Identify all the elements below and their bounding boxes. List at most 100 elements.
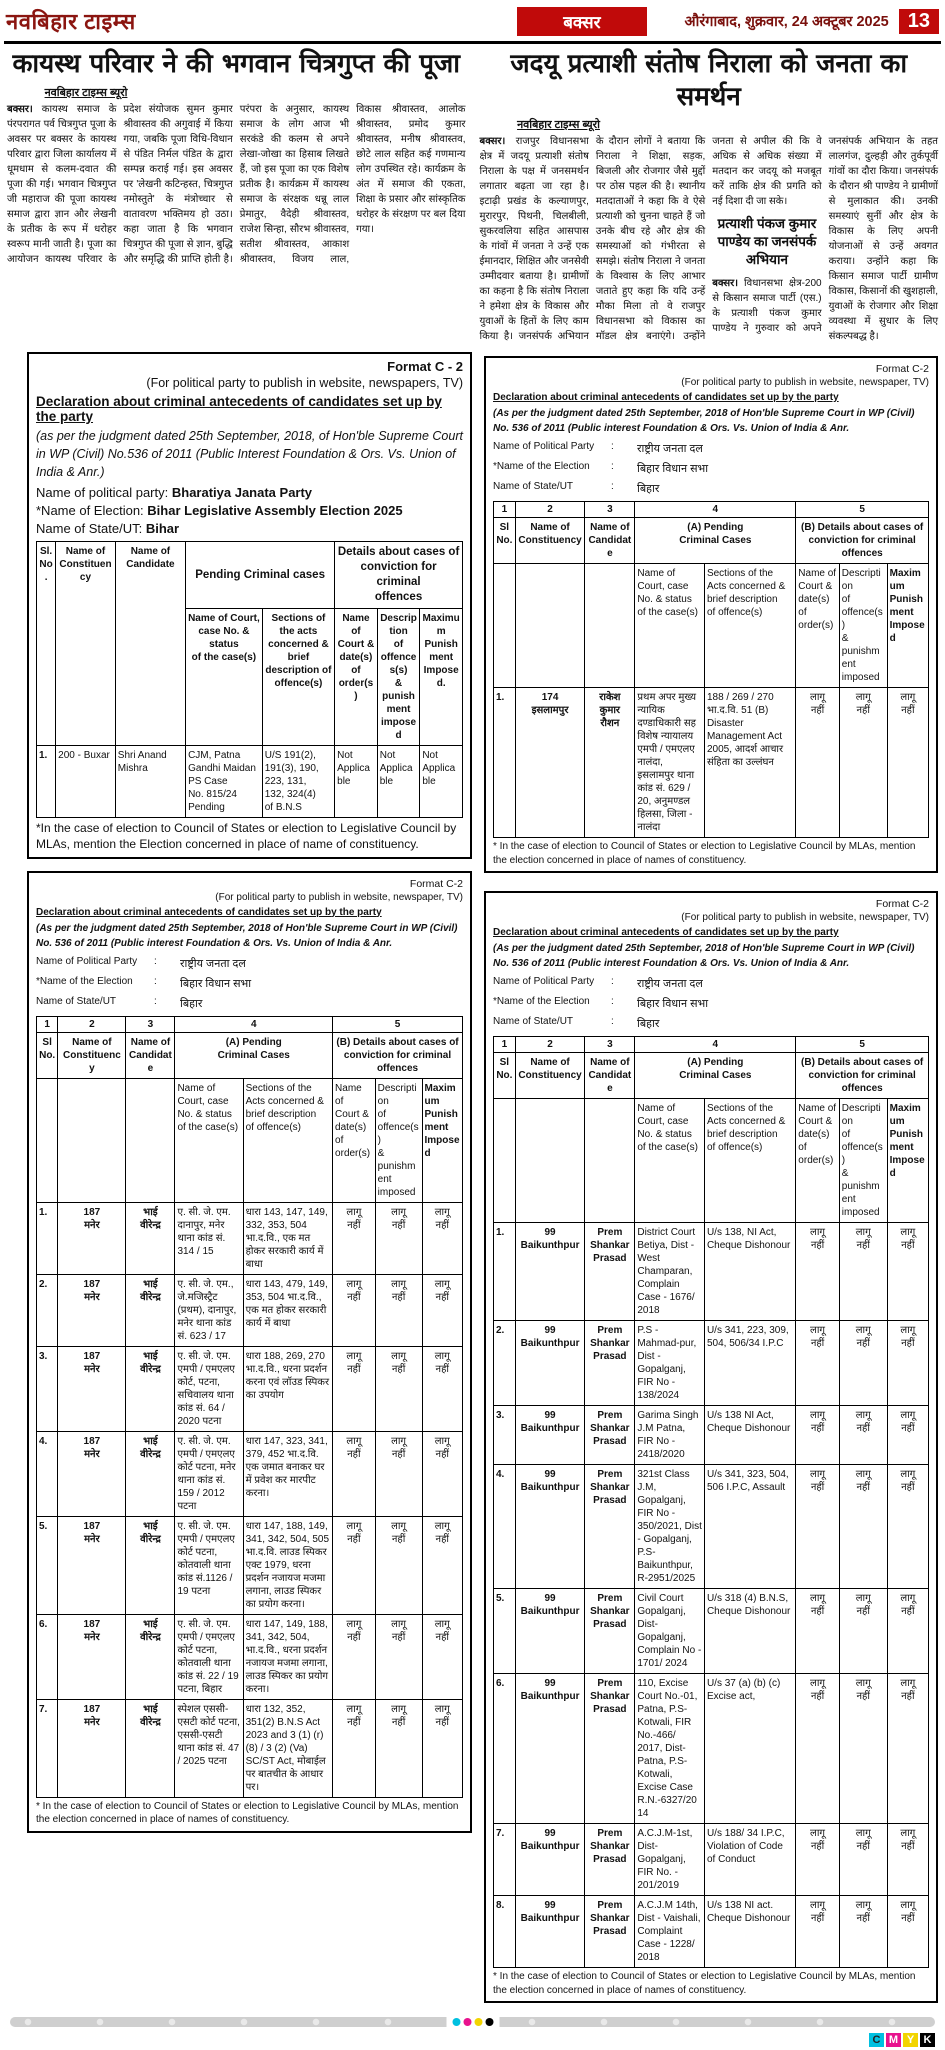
table-cell: लागू नहीं xyxy=(421,1613,463,1700)
table-row: 7. 99 Baikunthpur Prem Shankar Prasad A.C.J… xyxy=(493,1823,930,1896)
table-cell: U/S 191(2), 191(3), 190, 223, 131, 132, … xyxy=(261,745,336,819)
headline-right: जदयू प्रत्याशी संतोष निराला को जनता का स… xyxy=(510,49,908,112)
table-cell: District Court Betiya, Dist - West Champ… xyxy=(634,1222,705,1321)
table-row: 1. 187 मनेर भाई वीरेन्द्र ए. सी. जे. एम. दा… xyxy=(35,1201,463,1275)
table-cell: लागू नहीं xyxy=(838,1823,888,1896)
table-cell: लागू नहीं xyxy=(332,1613,376,1700)
table-cell: लागू नहीं xyxy=(795,1895,840,1968)
article-left-text: कायस्थ समाज के पंरपरागत पर्व चित्रगुप्त … xyxy=(7,103,466,265)
table-cell: 187 मनेर xyxy=(57,1201,127,1275)
table-cell: लागू नहीं xyxy=(886,1405,930,1465)
col-header-sections: Sections of the Acts concerned & brief d… xyxy=(703,563,797,688)
table-cell: 188 / 269 / 270 भा.द.वि. 51 (B) Disaster… xyxy=(703,687,797,838)
table-cell: लागू नहीं xyxy=(374,1201,423,1275)
table-cell: लागू नहीं xyxy=(795,687,840,838)
table-cell: लागू नहीं xyxy=(886,1464,930,1589)
meta-state: Name of State/UT: बिहार xyxy=(36,995,203,1010)
col-header-conviction: (B) Details about cases of conviction fo… xyxy=(795,1052,929,1099)
col-header-desc: Description of offence(s) & punishment i… xyxy=(374,1077,423,1203)
table-cell: 99 Baikunthpur xyxy=(514,1405,586,1465)
yellow-dot xyxy=(474,2018,482,2026)
publish-note: (For political party to publish in websi… xyxy=(146,376,463,390)
masthead: नवबिहार टाइम्स xyxy=(6,9,136,34)
table-cell: लागू नहीं xyxy=(838,1405,888,1465)
table-cell: Garima Singh J.M Patna, FIR No - 2418/20… xyxy=(634,1405,705,1465)
table-cell: Prem Shankar Prasad xyxy=(584,1320,636,1406)
table-cell: Prem Shankar Prasad xyxy=(584,1588,636,1674)
meta-party: Name of political party: Bharatiya Janat… xyxy=(36,485,313,501)
col-header-pending: (A) Pending Criminal Cases xyxy=(174,1031,334,1079)
col-header-order: Name of Court & date(s) of order(s) xyxy=(334,608,378,747)
magenta-dot xyxy=(463,2018,471,2026)
col-header-max: Maximum Punishment Imposed xyxy=(421,1077,463,1203)
table-cell: ए. सी. जे. एम. एमपी / एमएलए कोर्ट, पटना,… xyxy=(174,1345,244,1432)
forms-column-right: Format C-2 (For political party to publi… xyxy=(474,346,941,2003)
publish-note: (For political party to publish in websi… xyxy=(681,912,929,923)
table-cell: 110, Excise Court No.-01, Patna, P.S-Kot… xyxy=(634,1673,705,1824)
table-cell: Prem Shankar Prasad xyxy=(584,1823,636,1896)
declaration-form-bjp: Format C - 2 (For political party to pub… xyxy=(27,352,472,859)
table-cell: 99 Baikunthpur xyxy=(514,1823,586,1896)
table-cell: U/s 138 NI act. Cheque Dishonour xyxy=(703,1895,797,1968)
col-header-conviction: (B) Details about cases of conviction fo… xyxy=(332,1031,463,1079)
col-number: 3 xyxy=(584,501,636,518)
table-cell: भाई वीरेन्द्र xyxy=(125,1430,176,1517)
table-cell: ए. सी. जे. एम., जे.मजिस्ट्रैट (प्रथम), द… xyxy=(174,1273,244,1347)
meta-election: *Name of the Election: बिहार विधान सभा xyxy=(493,461,709,475)
col-header-sl: Sl No. xyxy=(493,517,516,564)
table-row: 3. 187 मनेर भाई वीरेन्द्र ए. सी. जे. एम. एम… xyxy=(35,1345,463,1432)
table-cell: लागू नहीं xyxy=(374,1515,423,1615)
table-cell: 1. xyxy=(493,687,516,838)
col-header-order: Name of Court & date(s) of order(s) xyxy=(795,563,840,688)
col-header-court: Name of Court, case No. & status of the … xyxy=(174,1077,244,1203)
table-cell: 187 मनेर xyxy=(57,1273,127,1347)
meta-party: Name of Political Party: राष्ट्रीय जनता द… xyxy=(36,955,246,970)
judgment-note: (As per the judgment dated 25th Septembe… xyxy=(493,408,915,434)
col-number: 5 xyxy=(795,501,929,518)
table-cell: लागू नहीं xyxy=(795,1588,840,1674)
article-right-text-2: विधानसभा क्षेत्र-200 से किसान समाज पार्ट… xyxy=(712,136,938,342)
table-cell: लागू नहीं xyxy=(332,1430,376,1517)
col-header-constituency: Name of Constituency xyxy=(55,541,116,747)
meta-election: *Name of the Election: बिहार विधान सभा xyxy=(493,996,709,1010)
table-cell: U/s 37 (a) (b) (c) Excise act, xyxy=(703,1673,797,1824)
col-header-constituency: Name of Constituency xyxy=(514,517,586,564)
table-cell: धारा 143, 479, 149, 353, 504 भा.द.वि., ए… xyxy=(242,1273,334,1347)
meta-party: Name of Political Party: राष्ट्रीय जनता द… xyxy=(493,441,703,455)
publish-note: (For political party to publish in websi… xyxy=(681,377,929,388)
form-footnote: * In the case of election to Council of … xyxy=(493,1971,916,1996)
table-cell: लागू नहीं xyxy=(332,1698,376,1798)
table-cell: लागू नहीं xyxy=(886,1673,930,1824)
table-cell: लागू नहीं xyxy=(332,1273,376,1347)
table-cell: 7. xyxy=(35,1698,59,1798)
table-cell: U/s 341, 223, 309, 504, 506/34 I.P.C xyxy=(703,1320,797,1406)
table-cell: 99 Baikunthpur xyxy=(514,1320,586,1406)
table-cell: 8. xyxy=(493,1895,516,1968)
col-header-order: Name of Court & date(s) of order(s) xyxy=(332,1077,376,1203)
table-cell: 99 Baikunthpur xyxy=(514,1464,586,1589)
col-header-pending: (A) Pending Criminal Cases xyxy=(634,1052,797,1099)
cmyk-box-k: K xyxy=(920,2033,935,2047)
table-cell: भाई वीरेन्द्र xyxy=(125,1201,176,1275)
form-footnote: *In the case of election to Council of S… xyxy=(36,821,457,852)
col-header-candidate: Name of Candidate xyxy=(125,1031,176,1079)
col-number: 2 xyxy=(514,501,586,518)
table-cell: 99 Baikunthpur xyxy=(514,1895,586,1968)
table-cell: धारा 188, 269, 270 भा.द.वि., धरना प्रदर्… xyxy=(242,1345,334,1432)
publish-note: (For political party to publish in websi… xyxy=(215,891,463,903)
page-header: नवबिहार टाइम्स बक्सर औरंगाबाद, शुक्रवार,… xyxy=(4,4,941,38)
col-header-pending: Pending Criminal cases xyxy=(185,541,336,610)
table-cell: लागू नहीं xyxy=(795,1823,840,1896)
col-header-candidate: Name of Candidate xyxy=(114,541,187,747)
table-cell: 2. xyxy=(35,1273,59,1347)
meta-state: Name of State/UT: बिहार xyxy=(493,1016,660,1030)
article-left: कायस्थ परिवार ने की भगवान चित्रगुप्त की … xyxy=(4,46,469,346)
table-row: 7. 187 मनेर भाई वीरेन्द्र स्पेशल एससी-एसटी … xyxy=(35,1698,463,1798)
table-cell: U/s 188/ 34 I.P.C, Violation of Code of … xyxy=(703,1823,797,1896)
table-cell: भाई वीरेन्द्र xyxy=(125,1273,176,1347)
forms-row: Format C - 2 (For political party to pub… xyxy=(4,346,941,2003)
col-number: 1 xyxy=(493,501,516,518)
table-cell: 99 Baikunthpur xyxy=(514,1673,586,1824)
table-cell: ए. सी. जे. एम. दानापुर, मनेर थाना कांड स… xyxy=(174,1201,244,1275)
declaration-title: Declaration about criminal antecedents o… xyxy=(36,394,442,424)
